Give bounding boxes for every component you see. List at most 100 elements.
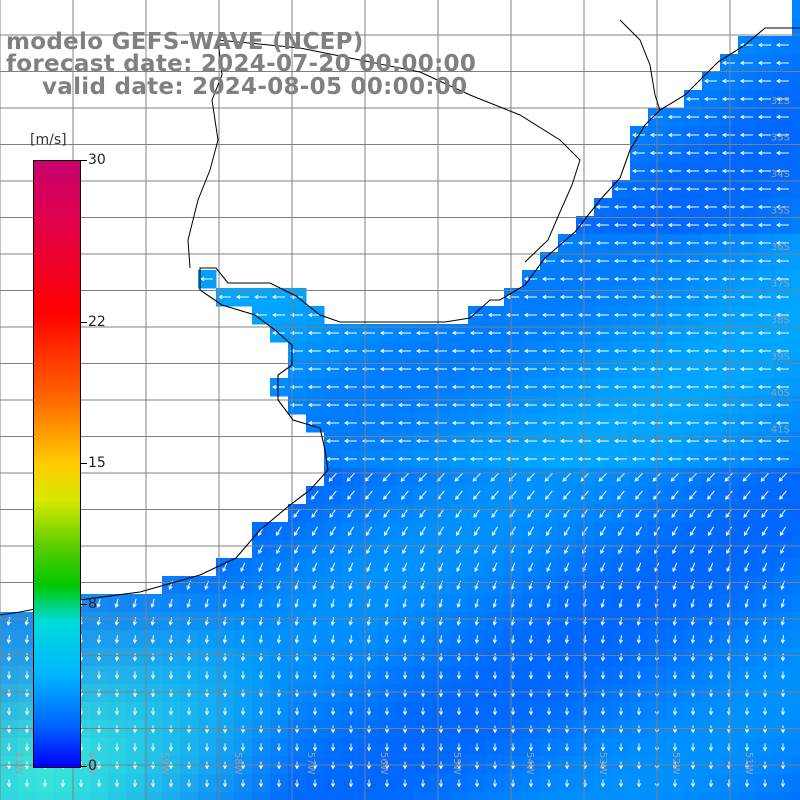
wind-arrow — [725, 526, 732, 537]
wind-arrow — [672, 671, 678, 680]
wind-arrow — [631, 204, 645, 210]
wind-arrow — [721, 456, 735, 462]
wind-arrow — [724, 472, 734, 482]
wind-arrow — [559, 312, 573, 318]
wind-arrow — [600, 598, 605, 609]
wind-arrow — [383, 508, 391, 518]
wind-arrow — [600, 635, 605, 644]
wind-arrow — [505, 402, 519, 408]
wind-arrow — [474, 562, 480, 573]
wind-arrow — [505, 294, 519, 300]
wind-arrow — [312, 779, 318, 788]
wind-arrow — [595, 384, 609, 390]
wind-arrow — [438, 689, 444, 698]
wind-arrow — [330, 707, 336, 716]
wind-arrow — [253, 294, 267, 300]
wind-arrow — [616, 472, 626, 482]
longitude-labels: 61W 60W 59W 58W 57W 56W 55W 54W 53W 52W 51W — [13, 752, 754, 775]
wind-arrow — [775, 204, 789, 210]
speed-cell — [360, 792, 379, 800]
wind-arrow — [379, 366, 393, 372]
speed-cell — [792, 108, 800, 127]
wind-arrow — [366, 635, 371, 644]
wind-arrow — [564, 671, 570, 680]
speed-cell — [522, 792, 541, 800]
wind-arrow — [577, 258, 591, 264]
wind-arrow — [703, 312, 717, 318]
wind-arrow — [289, 348, 303, 354]
wind-arrow — [505, 384, 519, 390]
wind-arrow — [433, 420, 447, 426]
wind-arrow — [775, 168, 789, 174]
wind-arrow — [721, 366, 735, 372]
wind-arrow — [546, 616, 551, 626]
wind-arrow — [258, 707, 264, 716]
wind-arrow — [703, 222, 717, 228]
wind-arrow — [775, 348, 789, 354]
speed-cell — [792, 234, 800, 253]
wind-arrow — [510, 635, 515, 644]
wind-arrow — [703, 204, 717, 210]
wind-arrow — [469, 402, 483, 408]
wind-arrow — [294, 653, 300, 662]
speed-cell — [792, 270, 800, 289]
speed-cell — [792, 126, 800, 145]
wind-arrow — [438, 598, 443, 609]
wind-arrow — [703, 348, 717, 354]
wind-arrow — [276, 779, 282, 788]
wind-arrow — [671, 508, 679, 518]
colorbar — [33, 160, 81, 768]
wind-arrow — [757, 384, 771, 390]
wind-arrow — [379, 420, 393, 426]
wind-arrow — [186, 598, 191, 609]
wind-arrow — [708, 671, 714, 680]
speed-cell — [774, 792, 793, 800]
wind-arrow — [541, 294, 555, 300]
colorbar-tick — [80, 604, 87, 606]
wind-arrow — [780, 598, 785, 609]
wind-arrow — [631, 384, 645, 390]
wind-arrow — [132, 779, 138, 788]
wind-arrow — [613, 330, 627, 336]
wind-arrow — [707, 490, 715, 500]
wind-arrow — [438, 653, 444, 662]
wind-arrow — [365, 526, 372, 537]
wind-arrow — [491, 526, 498, 537]
wind-arrow — [743, 508, 751, 518]
longitude-label: 53W — [597, 752, 608, 775]
wind-arrow — [600, 653, 606, 662]
wind-arrow — [492, 671, 498, 680]
wind-arrow — [473, 490, 481, 500]
wind-arrow — [690, 562, 696, 573]
wind-arrow — [577, 348, 591, 354]
wind-arrow — [779, 526, 786, 537]
wind-arrow — [343, 348, 357, 354]
wind-arrow — [685, 384, 699, 390]
wind-arrow — [382, 472, 392, 482]
wind-arrow — [685, 330, 699, 336]
wind-arrow — [703, 132, 717, 138]
wind-arrow — [631, 240, 645, 246]
wind-arrow — [667, 222, 681, 228]
wind-arrow — [474, 689, 480, 698]
wind-arrow — [454, 472, 464, 482]
wind-arrow — [433, 366, 447, 372]
wind-arrow — [559, 420, 573, 426]
wind-arrow — [258, 616, 263, 626]
wind-arrow — [600, 671, 606, 680]
wind-arrow — [685, 240, 699, 246]
wind-arrow — [739, 456, 753, 462]
wind-arrow — [600, 779, 606, 788]
wind-arrow — [631, 276, 645, 282]
wind-arrow — [402, 635, 407, 644]
wind-arrow — [757, 78, 771, 84]
wind-arrow — [577, 330, 591, 336]
wind-arrow — [757, 312, 771, 318]
wind-arrow — [671, 526, 678, 537]
wind-arrow — [689, 490, 697, 500]
wind-arrow — [294, 707, 300, 716]
wind-arrow — [613, 438, 627, 444]
wind-arrow — [199, 276, 213, 282]
wind-arrow — [204, 779, 210, 788]
